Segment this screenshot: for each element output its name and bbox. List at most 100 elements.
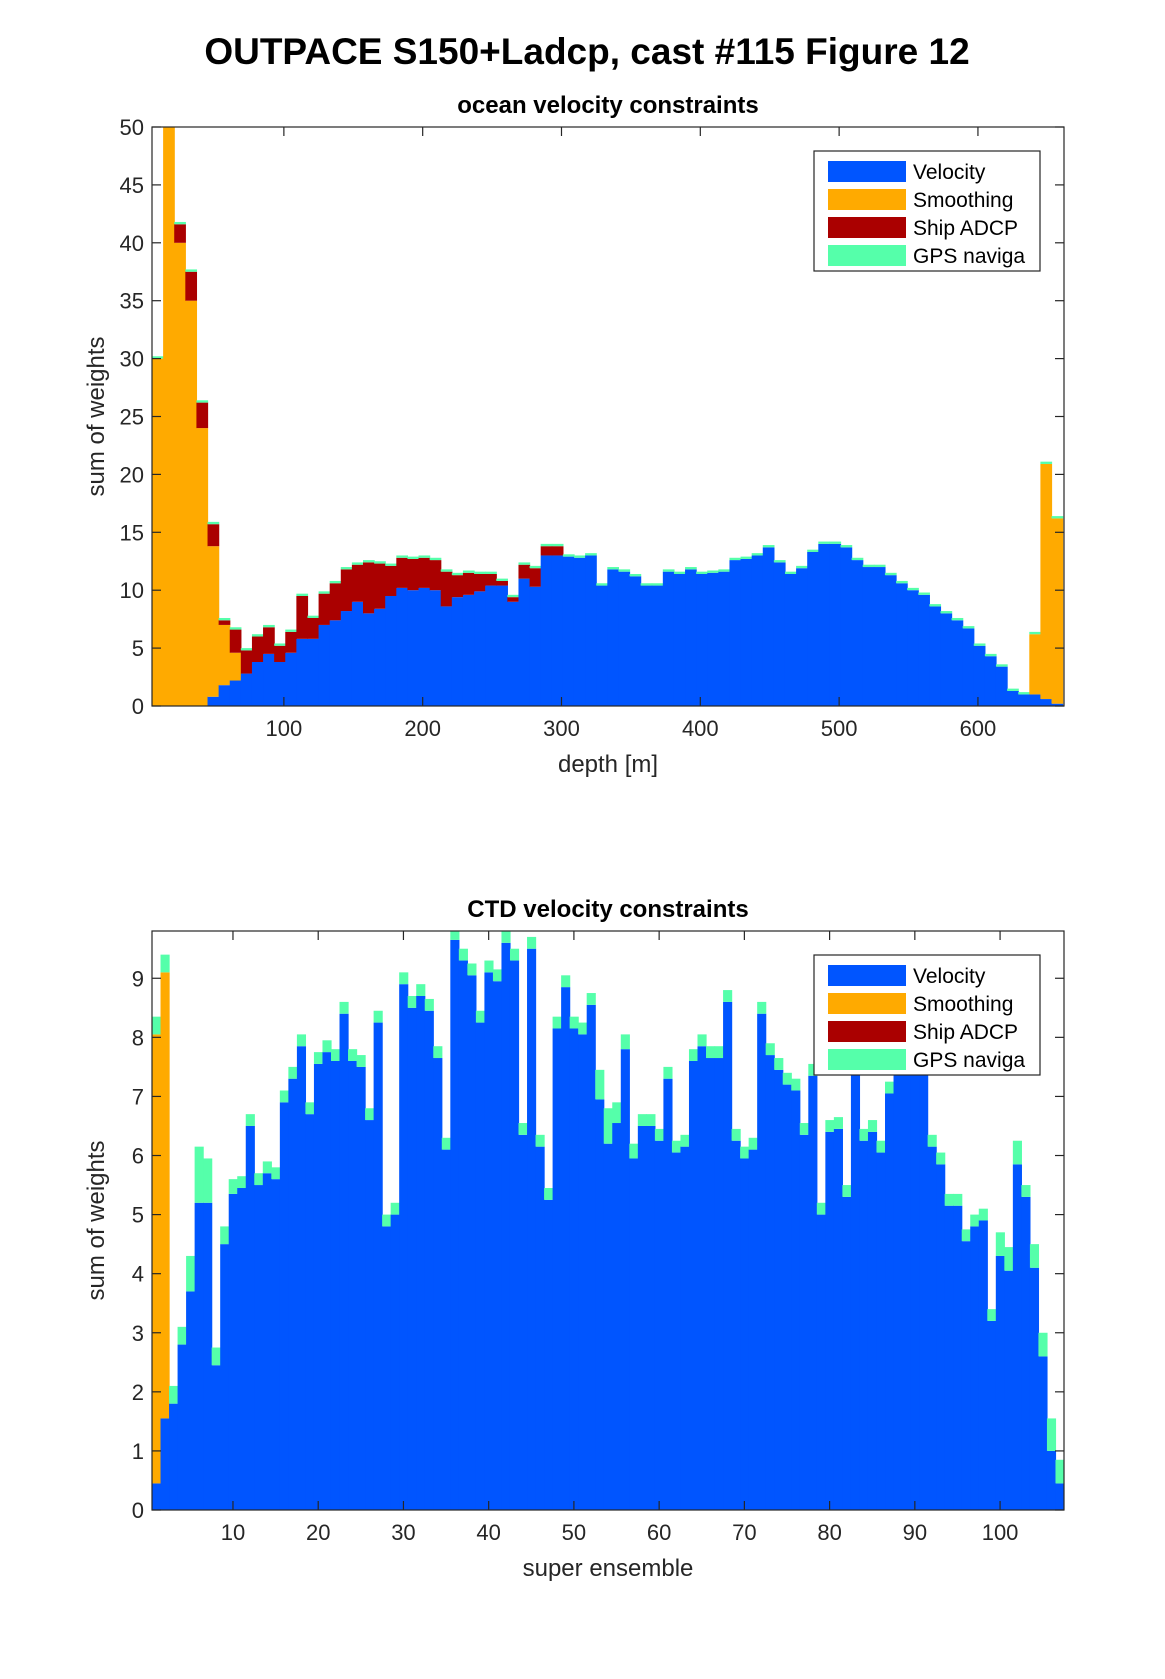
bar-velocity	[714, 1058, 724, 1510]
bar-ship-adcp	[207, 524, 220, 547]
bar-ship-adcp	[485, 573, 497, 586]
bar-gps-naviga	[907, 587, 919, 591]
bar-gps-naviga	[424, 998, 434, 1011]
bar-gps-naviga	[271, 1167, 281, 1180]
bar-velocity	[944, 1205, 954, 1510]
bar-velocity	[740, 1158, 750, 1510]
legend-swatch-ship-adcp	[828, 1021, 906, 1042]
bar-gps-naviga	[407, 995, 417, 1008]
bar-ship-adcp	[274, 645, 286, 662]
bar-gps-naviga	[706, 1046, 716, 1059]
bar-velocity	[706, 1058, 716, 1510]
bar-velocity	[929, 606, 942, 706]
bar-velocity	[671, 1152, 682, 1510]
bar-velocity	[862, 567, 875, 706]
bar-smoothing	[163, 127, 175, 706]
bar-velocity	[322, 1052, 332, 1510]
bar-gps-naviga	[348, 1049, 358, 1061]
bar-velocity	[501, 942, 511, 1510]
figure-title: OUTPACE S150+Ladcp, cast #115 Figure 12	[204, 31, 969, 72]
y-tick-label: 0	[132, 694, 144, 719]
bar-velocity	[842, 1196, 852, 1510]
bar-velocity	[218, 685, 231, 706]
bar-smoothing	[229, 652, 242, 681]
bar-velocity	[773, 562, 786, 706]
bar-ship-adcp	[296, 595, 309, 639]
bar-gps-naviga	[467, 963, 477, 976]
bar-velocity	[620, 1049, 630, 1510]
bar-velocity	[194, 1202, 204, 1510]
bar-velocity	[765, 1055, 775, 1510]
x-tick-label: 80	[817, 1520, 841, 1545]
bar-ship-adcp	[418, 557, 431, 588]
bar-gps-naviga	[896, 580, 908, 584]
chart-title: CTD velocity constraints	[467, 896, 748, 923]
bar-velocity	[951, 620, 964, 706]
bar-velocity	[1007, 690, 1019, 706]
bar-gps-naviga	[851, 557, 864, 561]
x-tick-label: 600	[960, 716, 997, 741]
bar-gps-naviga	[796, 565, 808, 569]
bar-gps-naviga	[451, 572, 464, 576]
bar-velocity	[211, 1365, 221, 1510]
bar-velocity	[1029, 694, 1042, 706]
y-tick-label: 25	[120, 405, 144, 430]
bar-velocity	[612, 1123, 622, 1510]
legend-swatch-velocity	[828, 965, 906, 986]
bar-gps-naviga	[629, 573, 642, 577]
bar-gps-naviga	[929, 604, 942, 607]
bar-velocity	[240, 673, 253, 706]
bar-gps-naviga	[296, 593, 309, 596]
bar-gps-naviga	[936, 1152, 946, 1165]
bar-velocity	[318, 624, 331, 706]
bar-gps-naviga	[671, 1140, 682, 1153]
bar-gps-naviga	[707, 570, 719, 573]
legend-swatch-gps-naviga	[828, 1049, 906, 1070]
bar-velocity	[152, 1483, 162, 1510]
legend-swatch-velocity	[828, 161, 906, 182]
y-tick-label: 5	[132, 636, 144, 661]
bar-gps-naviga	[196, 400, 209, 403]
bar-velocity	[859, 1140, 869, 1510]
bar-velocity	[1051, 703, 1064, 706]
bar-velocity	[902, 1066, 912, 1510]
bar-velocity	[382, 1226, 392, 1510]
bar-velocity	[673, 573, 686, 706]
bar-gps-naviga	[596, 583, 608, 586]
bar-gps-naviga	[791, 1078, 801, 1091]
bar-gps-naviga	[262, 1161, 272, 1174]
legend-label-ship-adcp: Ship ADCP	[913, 1021, 1018, 1044]
bar-gps-naviga	[825, 1120, 835, 1132]
bar-velocity	[651, 585, 664, 706]
bar-velocity	[697, 1046, 707, 1510]
bar-gps-naviga	[365, 1108, 375, 1121]
x-tick-label: 200	[404, 716, 441, 741]
bar-velocity	[160, 1418, 170, 1510]
bar-ship-adcp	[318, 593, 331, 625]
bar-velocity	[529, 586, 542, 706]
bar-velocity	[416, 995, 426, 1510]
x-tick-label: 50	[562, 1520, 586, 1545]
bar-velocity	[961, 1241, 971, 1510]
y-tick-label: 5	[132, 1203, 144, 1228]
bar-gps-naviga	[876, 1140, 886, 1153]
bar-velocity	[407, 1007, 417, 1510]
bar-gps-naviga	[194, 1146, 204, 1203]
bar-gps-naviga	[873, 564, 886, 568]
bar-gps-naviga	[396, 555, 409, 558]
bar-gps-naviga	[441, 1137, 451, 1150]
x-tick-label: 100	[266, 716, 303, 741]
bar-velocity	[784, 573, 797, 706]
x-tick-label: 40	[476, 1520, 500, 1545]
bar-velocity	[1055, 1483, 1064, 1510]
bar-gps-naviga	[663, 1066, 673, 1079]
bar-ship-adcp	[307, 617, 320, 639]
bar-velocity	[662, 571, 675, 706]
bar-gps-naviga	[859, 1128, 869, 1141]
bar-gps-naviga	[618, 569, 631, 572]
bar-velocity	[885, 1093, 895, 1510]
bar-gps-naviga	[927, 1134, 937, 1147]
y-tick-label: 2	[132, 1380, 144, 1405]
bar-gps-naviga	[390, 1202, 400, 1215]
